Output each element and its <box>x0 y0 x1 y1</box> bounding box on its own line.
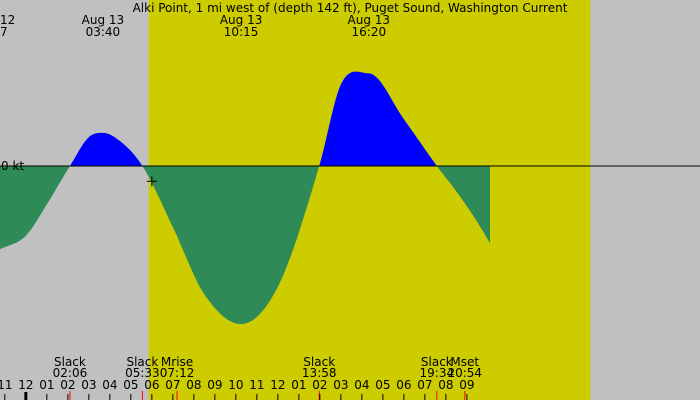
hour-tick-label: 01 <box>39 378 54 392</box>
hour-tick-label: 11 <box>0 378 12 392</box>
hour-axis: 11 12 01 02 03 04 05 06 07 08 09 10 11 12 01 02 03 04 05 06… <box>0 378 475 400</box>
hour-tick-label: 11 <box>249 378 264 392</box>
peak-date-label: Aug 13 <box>220 13 263 27</box>
hour-tick-label: 03 <box>81 378 96 392</box>
peak-time-label: 10:15 <box>224 25 259 39</box>
ebb-area <box>436 166 490 244</box>
peak-time-label: 03:40 <box>86 25 121 39</box>
hour-tick-label: 08 <box>186 378 201 392</box>
event-time-label: 20:54 <box>447 366 482 380</box>
hour-tick-label: 10 <box>228 378 243 392</box>
zero-label: 0 kt <box>1 159 24 173</box>
event-labels: Slack02:06Slack05:33Mrise07:12Slack13:58… <box>53 355 482 400</box>
hour-tick-label: 07 <box>417 378 432 392</box>
hour-tick-label: 09 <box>207 378 222 392</box>
flood-area <box>69 132 143 166</box>
event-type-label: Slack <box>303 355 335 369</box>
event-time-label: 19:34 <box>420 366 455 380</box>
hour-tick-label: 05 <box>123 378 138 392</box>
hour-tick-label: 04 <box>102 378 117 392</box>
hour-tick-label: 12 <box>270 378 285 392</box>
event-type-label: Slack <box>54 355 86 369</box>
hour-tick-label: 12 <box>18 378 33 392</box>
edge-peak-time-label: 7 <box>0 25 8 39</box>
hour-tick-label: 04 <box>354 378 369 392</box>
event-type-label: Slack <box>421 355 453 369</box>
event-type-label: Mset <box>450 355 479 369</box>
hour-tick-label: 07 <box>165 378 180 392</box>
ebb-area <box>142 166 320 325</box>
current-area-layer <box>0 71 490 325</box>
peak-time-label: 16:20 <box>352 25 387 39</box>
event-time-label: 07:12 <box>160 366 195 380</box>
event-time-label: 05:33 <box>125 366 160 380</box>
event-type-label: Mrise <box>161 355 193 369</box>
flood-area <box>319 71 437 166</box>
peak-date-label: Aug 13 <box>82 13 125 27</box>
hour-tick-label: 06 <box>396 378 411 392</box>
hour-tick-label: 08 <box>438 378 453 392</box>
event-time-label: 02:06 <box>53 366 88 380</box>
hour-tick-label: 03 <box>333 378 348 392</box>
hour-tick-label: 02 <box>312 378 327 392</box>
edge-peak-date-label: 12 <box>0 13 15 27</box>
hour-tick-label: 06 <box>144 378 159 392</box>
hour-tick-label: 09 <box>459 378 474 392</box>
hour-tick-label: 05 <box>375 378 390 392</box>
event-type-label: Slack <box>126 355 158 369</box>
cursor-marker <box>146 176 157 187</box>
peak-date-label: Aug 13 <box>348 13 391 27</box>
hour-tick-label: 01 <box>291 378 306 392</box>
ebb-area <box>0 166 70 250</box>
event-time-label: 13:58 <box>302 366 337 380</box>
hour-tick-label: 02 <box>60 378 75 392</box>
chart-title: Alki Point, 1 mi west of (depth 142 ft),… <box>133 1 568 15</box>
